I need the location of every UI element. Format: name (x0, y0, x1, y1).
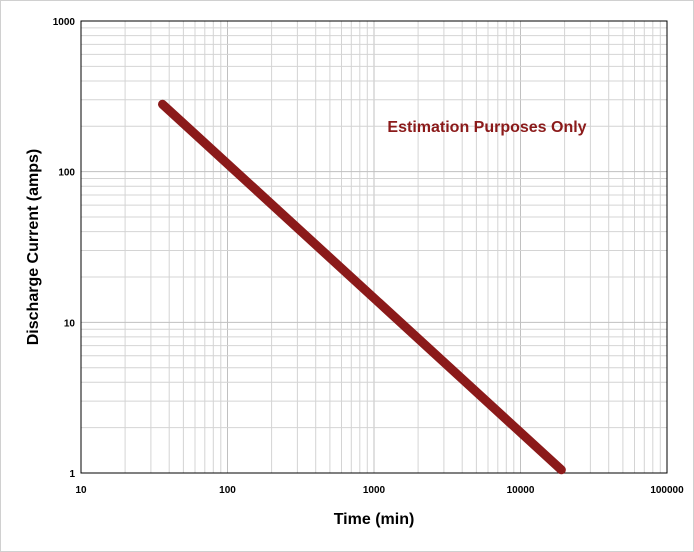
series-group (157, 99, 566, 475)
y-tick-label: 1 (69, 469, 75, 480)
x-tick-label: 10000 (507, 485, 535, 496)
x-tick-labels: 10 100 1000 10000 100000 (75, 485, 684, 496)
plot-area-border (80, 20, 668, 474)
x-tick-label: 1000 (363, 485, 386, 496)
grid-lines (81, 21, 667, 473)
x-tick-label: 10 (75, 485, 87, 496)
x-axis-title: Time (min) (334, 511, 415, 528)
discharge-series-line (157, 99, 566, 475)
estimation-annotation: Estimation Purposes Only (387, 119, 586, 136)
y-tick-labels: 1 10 100 1000 (53, 17, 76, 480)
y-tick-label: 10 (64, 318, 76, 329)
x-tick-label: 100 (219, 485, 236, 496)
y-tick-label: 100 (58, 168, 75, 179)
x-tick-label: 100000 (650, 485, 684, 496)
y-axis-title: Discharge Current (amps) (25, 149, 42, 346)
y-tick-label: 1000 (53, 17, 76, 28)
